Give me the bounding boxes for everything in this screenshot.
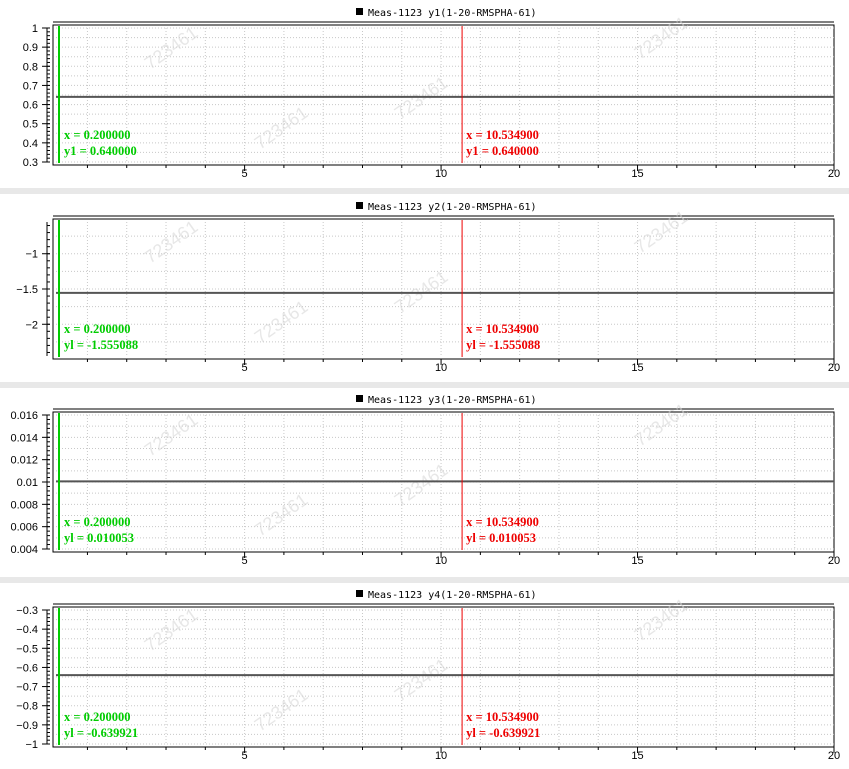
chart-title: Meas-1123 y2(1-20-RMSPHA-61) [368, 202, 537, 213]
y-tick-label: −0.9 [16, 720, 38, 732]
chart-panel-1: Meas-1123 y1(1-20-RMSPHA-61) 0.3 0.4 0.5 0.6… [0, 0, 849, 188]
x-tick-label: 10 [435, 168, 447, 180]
chart-svg: Meas-1123 y2(1-20-RMSPHA-61) −2 −1.5 −1 5 10 1… [16, 202, 840, 374]
cursor-y-readout: y1 = 0.640000 [466, 144, 539, 158]
y-tick-label: 0.6 [23, 100, 38, 112]
x-tick-label: 5 [242, 362, 248, 374]
chart-panel-2: Meas-1123 y2(1-20-RMSPHA-61) −2 −1.5 −1 5 10 1… [0, 194, 849, 382]
y-tick-label: 0.004 [10, 544, 38, 556]
chart-svg: Meas-1123 y1(1-20-RMSPHA-61) 0.3 0.4 0.5 0.6… [23, 8, 840, 180]
chart-title: Meas-1123 y4(1-20-RMSPHA-61) [368, 590, 537, 601]
cursor-x-readout: x = 0.200000 [64, 128, 131, 142]
cursor-y-readout: yl = 0.010053 [466, 531, 536, 545]
cursor-y-readout: yl = -0.639921 [466, 726, 540, 740]
chart-panel-3: Meas-1123 y3(1-20-RMSPHA-61) 0.004 0.006 0.… [0, 387, 849, 577]
cursor-y-readout: yl = -1.555088 [64, 338, 138, 352]
y-tick-label: −0.8 [16, 701, 38, 713]
y-tick-label: 0.012 [10, 455, 38, 467]
cursor-x-readout: x = 0.200000 [64, 710, 131, 724]
y-tick-label: 0.4 [23, 138, 38, 150]
y-tick-label: 0.7 [23, 80, 38, 92]
cursor-y-readout: y1 = 0.640000 [64, 144, 137, 158]
x-tick-label: 5 [242, 750, 248, 762]
y-tick-label: 0.9 [23, 42, 38, 54]
cursor-y-readout: yl = -1.555088 [466, 338, 540, 352]
cursor-y-readout: yl = -0.639921 [64, 726, 138, 740]
legend-marker [356, 590, 363, 597]
y-tick-label: −1 [25, 249, 38, 261]
chart-panel-4: Meas-1123 y4(1-20-RMSPHA-61) −1 −0.9 −0.8 −0… [0, 582, 849, 769]
y-tick-label: −1.5 [16, 284, 38, 296]
y-tick-label: 0.01 [17, 477, 38, 489]
cursor-x-readout: x = 10.534900 [466, 710, 539, 724]
y-tick-label: −2 [25, 319, 38, 331]
panel-separator [0, 188, 849, 194]
x-tick-label: 15 [631, 362, 643, 374]
y-tick-label: −1 [25, 739, 38, 751]
y-tick-label: 0.014 [10, 432, 38, 444]
y-tick-label: −0.7 [16, 682, 38, 694]
x-tick-label: 15 [631, 168, 643, 180]
x-tick-label: 5 [242, 168, 248, 180]
chart-title: Meas-1123 y1(1-20-RMSPHA-61) [368, 8, 537, 19]
x-tick-label: 20 [828, 555, 840, 567]
chart-title: Meas-1123 y3(1-20-RMSPHA-61) [368, 395, 537, 406]
x-tick-label: 20 [828, 168, 840, 180]
x-tick-label: 10 [435, 362, 447, 374]
cursor-x-readout: x = 0.200000 [64, 515, 131, 529]
y-tick-label: 0.3 [23, 157, 38, 169]
y-tick-label: 0.5 [23, 119, 38, 131]
x-tick-label: 20 [828, 362, 840, 374]
y-tick-label: −0.4 [16, 624, 38, 636]
x-tick-label: 10 [435, 555, 447, 567]
y-tick-label: −0.6 [16, 662, 38, 674]
x-tick-label: 15 [631, 750, 643, 762]
y-tick-label: 0.016 [10, 410, 38, 422]
x-tick-label: 10 [435, 750, 447, 762]
chart-svg: Meas-1123 y3(1-20-RMSPHA-61) 0.004 0.006 0.… [10, 395, 840, 567]
cursor-x-readout: x = 0.200000 [64, 322, 131, 336]
cursor-y-readout: yl = 0.010053 [64, 531, 134, 545]
x-tick-label: 15 [631, 555, 643, 567]
y-tick-label: 0.006 [10, 522, 38, 534]
panel-separator [0, 382, 849, 388]
y-tick-label: −0.5 [16, 643, 38, 655]
cursor-x-readout: x = 10.534900 [466, 322, 539, 336]
panel-separator [0, 577, 849, 583]
x-tick-label: 5 [242, 555, 248, 567]
y-tick-label: 1 [32, 23, 38, 35]
cursor-x-readout: x = 10.534900 [466, 515, 539, 529]
cursor-x-readout: x = 10.534900 [466, 128, 539, 142]
y-tick-label: 0.008 [10, 499, 38, 511]
y-tick-label: −0.3 [16, 605, 38, 617]
legend-marker [356, 395, 363, 402]
legend-marker [356, 8, 363, 15]
chart-svg: Meas-1123 y4(1-20-RMSPHA-61) −1 −0.9 −0.8 −0… [16, 590, 840, 762]
y-tick-label: 0.8 [23, 61, 38, 73]
legend-marker [356, 202, 363, 209]
x-tick-label: 20 [828, 750, 840, 762]
